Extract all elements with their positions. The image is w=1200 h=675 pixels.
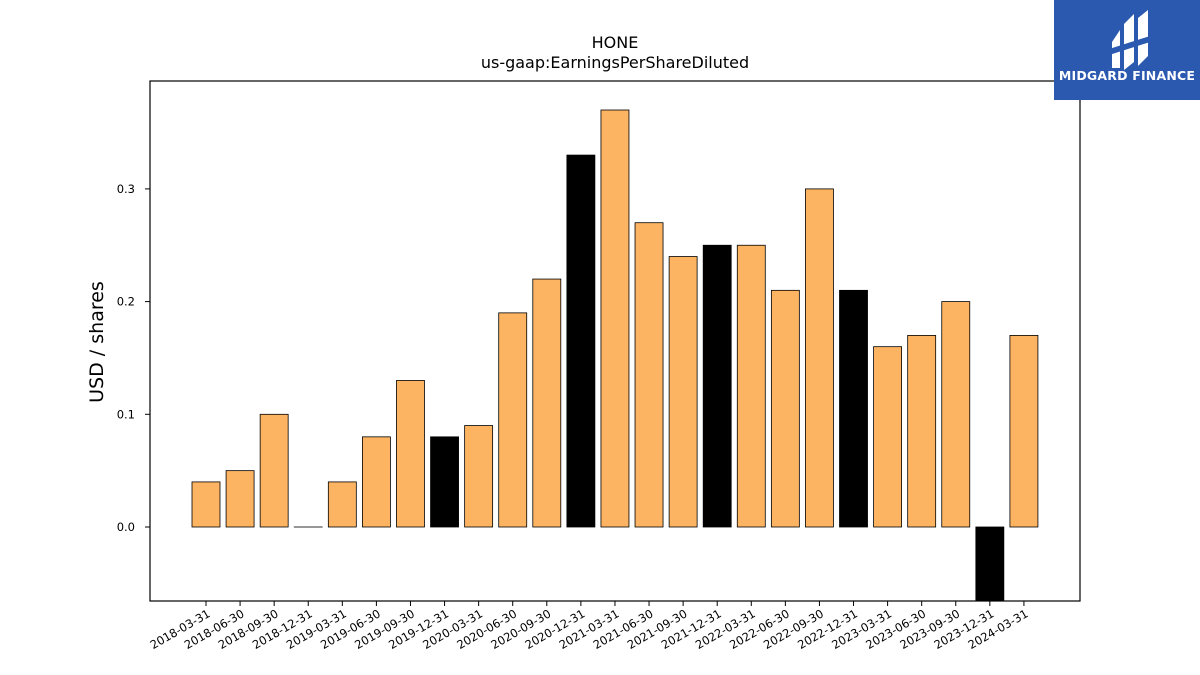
plot-frame bbox=[149, 80, 1081, 602]
bar-2019-03-31 bbox=[327, 481, 357, 528]
chart-title: HONE bbox=[592, 33, 639, 52]
bar-2020-12-31 bbox=[566, 154, 596, 528]
bar-2019-12-31 bbox=[430, 436, 459, 528]
y-tick-label: 0.3 bbox=[117, 182, 135, 196]
y-axis-label: USD / shares bbox=[86, 281, 108, 403]
bar-2021-09-30 bbox=[668, 256, 698, 528]
bar-2024-03-31 bbox=[1009, 335, 1039, 528]
bar-2022-06-30 bbox=[770, 289, 800, 528]
bar-2023-06-30 bbox=[907, 335, 937, 528]
bar-2020-09-30 bbox=[532, 278, 562, 528]
bar-2022-12-31 bbox=[839, 289, 868, 528]
bar-2020-03-31 bbox=[464, 425, 494, 528]
chart-subtitle: us-gaap:EarningsPerShareDiluted bbox=[481, 53, 749, 72]
midgard-finance-logo: MIDGARD FINANCE bbox=[1054, 0, 1200, 100]
bar-2018-03-31 bbox=[191, 481, 221, 528]
bar-2022-03-31 bbox=[736, 244, 766, 528]
bar-2019-09-30 bbox=[396, 380, 425, 528]
bar-2019-06-30 bbox=[361, 436, 391, 528]
logo-text: MIDGARD FINANCE bbox=[1059, 68, 1195, 83]
bar-2018-06-30 bbox=[225, 470, 255, 528]
bar-2023-12-31 bbox=[975, 526, 1005, 602]
bar-2022-09-30 bbox=[805, 188, 834, 528]
bars-group bbox=[191, 109, 1039, 602]
logo-mark-icon bbox=[1106, 10, 1150, 70]
y-tick-label: 0.1 bbox=[117, 407, 135, 421]
bar-2023-03-31 bbox=[873, 346, 902, 528]
bar-2018-09-30 bbox=[259, 413, 289, 528]
bar-2021-12-31 bbox=[702, 244, 732, 528]
bar-2020-06-30 bbox=[498, 312, 528, 528]
bar-2023-09-30 bbox=[941, 301, 971, 528]
x-ticks-group: 2018-03-312018-06-302018-09-302018-12-31… bbox=[148, 601, 1030, 652]
y-tick-label: 0.2 bbox=[117, 295, 135, 309]
bar-2021-06-30 bbox=[634, 222, 664, 528]
y-tick-label: 0.0 bbox=[117, 520, 135, 534]
bar-2021-03-31 bbox=[600, 109, 630, 528]
y-ticks-group: 0.0 0.1 0.2 0.3 bbox=[117, 182, 150, 534]
